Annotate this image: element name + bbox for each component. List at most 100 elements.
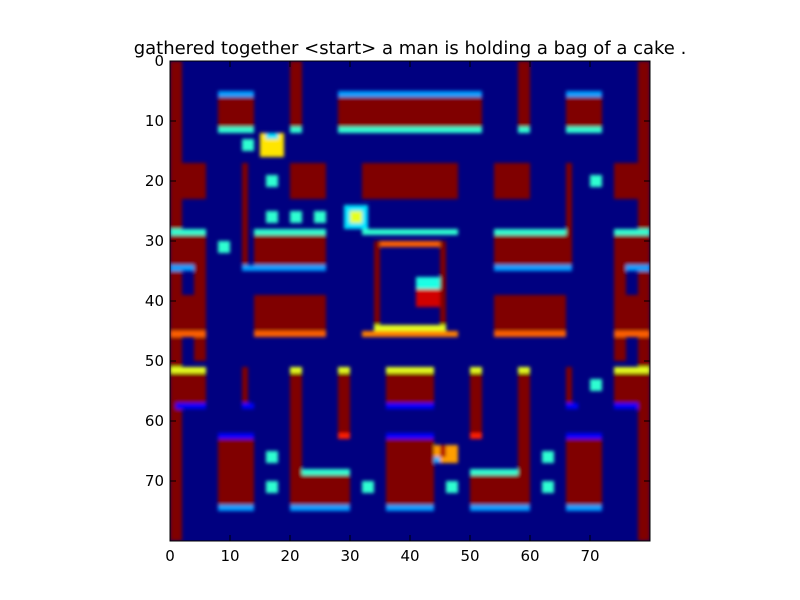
- heatmap-cell: [170, 331, 206, 337]
- heatmap-cell: [440, 445, 446, 457]
- heatmap-cell: [290, 163, 326, 199]
- heatmap-cell: [386, 439, 434, 505]
- heatmap-cell: [266, 481, 278, 493]
- heatmap-cell: [266, 133, 278, 139]
- x-tick-label: 50: [460, 547, 479, 565]
- chart-title: gathered together <start> a man is holdi…: [134, 38, 687, 59]
- heatmap-cell: [590, 379, 602, 391]
- heatmap-cell: [374, 241, 446, 247]
- heatmap-cell: [242, 403, 254, 409]
- heatmap-cell: [242, 367, 248, 403]
- heatmap-cell: [566, 403, 578, 409]
- heatmap-cell: [266, 451, 278, 463]
- y-tick-label: 40: [145, 292, 164, 310]
- heatmap-cell: [542, 451, 554, 463]
- heatmap-cell: [386, 433, 434, 439]
- heatmap-cell: [470, 433, 482, 439]
- heatmap-cell: [614, 367, 650, 373]
- heatmap-cell: [218, 127, 254, 133]
- heatmap-cell: [176, 403, 206, 409]
- y-tick-label: 0: [154, 52, 164, 70]
- heatmap-cell: [494, 295, 566, 331]
- heatmap-cell: [434, 457, 440, 463]
- heatmap-cell: [254, 331, 326, 337]
- heatmap-cell: [494, 265, 572, 271]
- y-tick-label: 10: [145, 112, 164, 130]
- heatmap-cell: [290, 127, 302, 133]
- heatmap-cell: [590, 175, 602, 187]
- heatmap-cell: [362, 481, 374, 493]
- heatmap-cell: [374, 325, 446, 331]
- x-tick-label: 60: [520, 547, 539, 565]
- x-tick-label: 10: [220, 547, 239, 565]
- heatmap-cell: [566, 367, 572, 403]
- heatmap-cell: [338, 367, 350, 373]
- heatmap-cell: [542, 481, 554, 493]
- heatmap-cell: [254, 295, 326, 331]
- heatmap-cell: [626, 265, 650, 271]
- heatmap-cell: [362, 331, 458, 337]
- heatmap-cell: [218, 433, 254, 439]
- heatmap-cell: [338, 91, 482, 97]
- x-tick-label: 40: [400, 547, 419, 565]
- heatmap-cell: [614, 373, 650, 403]
- heatmap-cell: [494, 163, 530, 199]
- heatmap-cell: [470, 373, 482, 433]
- heatmap-cell: [440, 241, 446, 331]
- heatmap-cell: [290, 373, 302, 469]
- heatmap-cell: [374, 241, 380, 331]
- plot-area: [170, 61, 650, 541]
- heatmap-cell: [470, 505, 530, 511]
- x-tick-label: 70: [580, 547, 599, 565]
- heatmap-cell: [170, 229, 206, 235]
- heatmap-cell: [470, 469, 518, 475]
- heatmap-cell: [338, 373, 350, 433]
- heatmap-cell: [470, 367, 482, 373]
- heatmap-cell: [566, 163, 572, 265]
- heatmap-cells: [170, 61, 650, 541]
- heatmap-cell: [494, 229, 566, 235]
- heatmap-cell: [386, 403, 434, 409]
- heatmap-cell: [338, 433, 350, 439]
- heatmap-cell: [302, 469, 350, 475]
- heatmap-cell: [266, 211, 278, 223]
- heatmap-cell: [494, 331, 566, 337]
- heatmap-cell: [290, 211, 302, 223]
- heatmap-cell: [614, 403, 638, 409]
- heatmap-cell: [386, 367, 434, 373]
- heatmap-cell: [614, 331, 650, 337]
- x-tick-label: 20: [280, 547, 299, 565]
- heatmap-cell: [566, 439, 602, 505]
- heatmap-cell: [518, 127, 530, 133]
- heatmap-cell: [218, 91, 254, 97]
- heatmap-cell: [614, 229, 650, 235]
- x-tick-label: 30: [340, 547, 359, 565]
- y-tick-label: 50: [145, 352, 164, 370]
- heatmap-cell: [386, 505, 434, 511]
- heatmap-cell: [254, 229, 326, 235]
- heatmap-cell: [170, 295, 206, 331]
- heatmap-cell: [446, 481, 458, 493]
- heatmap-cell: [566, 91, 602, 97]
- heatmap-cell: [290, 367, 302, 373]
- heatmap-cell: [566, 433, 602, 439]
- heatmap-cell: [518, 367, 530, 373]
- y-tick-label: 20: [145, 172, 164, 190]
- heatmap-cell: [242, 265, 326, 271]
- heatmap-cell: [518, 61, 530, 127]
- heatmap-cell: [338, 127, 482, 133]
- heatmap-cell: [170, 367, 206, 373]
- heatmap-cell: [242, 139, 254, 151]
- heatmap-cell: [362, 229, 458, 235]
- heatmap-cell: [566, 505, 602, 511]
- heatmap-cell: [416, 289, 440, 307]
- y-tick-label: 60: [145, 412, 164, 430]
- heatmap-cell: [314, 211, 326, 223]
- heatmap-cell: [350, 211, 362, 223]
- heatmap-cell: [566, 127, 602, 133]
- heatmap-cell: [170, 373, 206, 403]
- heatmap-cell: [290, 61, 302, 127]
- heatmap-cell: [614, 295, 650, 331]
